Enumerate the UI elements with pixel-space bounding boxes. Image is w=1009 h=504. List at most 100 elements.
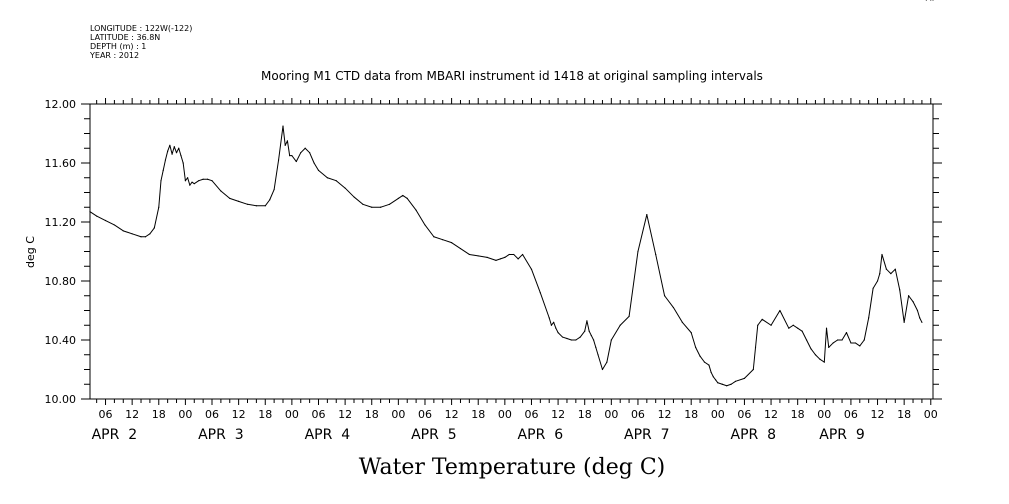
y-tick-label: 12.00 <box>45 98 77 111</box>
x-day-label: APR 5 <box>411 427 457 443</box>
data-point <box>592 339 595 341</box>
meta-depth: DEPTH (m) : 1 <box>90 42 146 51</box>
data-point <box>695 346 697 348</box>
y-tick-label: 11.20 <box>45 216 77 229</box>
data-point <box>588 330 590 332</box>
data-point <box>655 253 657 256</box>
x-tick-label: 12 <box>445 408 459 421</box>
data-point <box>96 215 98 217</box>
data-point <box>548 317 550 319</box>
x-tick-label: 06 <box>418 408 432 421</box>
data-point <box>752 368 754 371</box>
data-point <box>894 268 896 270</box>
metadata-block: LONGITUDE : 122W(-122) LATITUDE : 36.8N … <box>89 24 192 60</box>
data-point <box>754 346 757 348</box>
data-point <box>854 342 856 344</box>
data-point <box>277 159 280 161</box>
data-point <box>499 258 502 260</box>
x-day-label: APR 3 <box>198 427 244 443</box>
x-tick-label: 06 <box>737 408 751 421</box>
data-point <box>637 250 639 253</box>
data-point <box>814 354 817 356</box>
data-point <box>879 273 881 275</box>
data-point <box>175 152 178 154</box>
data-point <box>597 354 599 356</box>
x-tick-label: 06 <box>524 408 538 421</box>
data-point <box>819 358 821 360</box>
data-point <box>309 152 311 154</box>
data-point <box>921 321 923 323</box>
data-point <box>198 180 200 182</box>
x-day-label: APR 7 <box>624 427 670 443</box>
data-point <box>158 206 160 208</box>
x-tick-label: 12 <box>338 408 352 421</box>
data-point <box>202 178 204 180</box>
data-point <box>284 144 286 146</box>
meta-year: YEAR : 2012 <box>89 51 139 60</box>
data-point <box>122 230 124 232</box>
meta-latitude: LATITUDE : 36.8N <box>90 33 160 42</box>
data-point <box>734 380 737 382</box>
data-point <box>708 364 710 366</box>
data-point <box>841 339 843 341</box>
data-point <box>206 178 209 180</box>
data-point <box>903 321 905 323</box>
x-tick-label: 18 <box>471 408 485 421</box>
data-point <box>672 306 675 309</box>
data-point <box>153 227 155 229</box>
data-point <box>805 339 808 341</box>
data-point <box>850 342 852 344</box>
data-point <box>932 0 934 1</box>
data-point <box>561 336 564 338</box>
chart-title: Mooring M1 CTD data from MBARI instrumen… <box>261 69 763 83</box>
data-point <box>555 327 557 329</box>
data-point <box>289 155 291 157</box>
plot-frame <box>89 103 934 400</box>
data-point <box>908 295 910 297</box>
data-point <box>730 383 732 385</box>
x-tick-label: 06 <box>99 408 113 421</box>
x-tick-label: 12 <box>658 408 672 421</box>
data-point <box>424 224 426 226</box>
data-point <box>371 206 373 208</box>
data-point <box>925 0 927 1</box>
x-tick-label: 00 <box>498 408 512 421</box>
data-point <box>362 203 364 205</box>
x-day-label: APR 6 <box>518 427 564 443</box>
data-point <box>792 324 794 326</box>
data-point <box>353 196 355 198</box>
data-point <box>189 184 191 186</box>
data-point <box>610 339 612 341</box>
data-point <box>513 253 515 256</box>
data-point <box>180 155 182 157</box>
data-point <box>495 259 497 261</box>
data-point <box>530 268 533 270</box>
data-point <box>286 140 289 142</box>
x-tick-label: 18 <box>897 408 911 421</box>
data-point <box>579 336 581 338</box>
data-point <box>663 295 666 297</box>
data-point <box>171 153 173 155</box>
data-point <box>801 330 803 332</box>
data-point <box>837 339 839 341</box>
data-point <box>182 162 184 164</box>
data-point <box>220 190 222 192</box>
data-point <box>415 209 417 211</box>
data-point <box>313 162 315 164</box>
data-point <box>828 346 830 348</box>
data-point <box>442 239 444 241</box>
data-point <box>714 379 717 381</box>
x-day-label: APR 4 <box>305 427 351 443</box>
data-point <box>255 205 257 207</box>
data-point <box>797 327 799 329</box>
data-point <box>859 345 861 347</box>
data-point <box>167 150 169 152</box>
data-point <box>712 376 714 378</box>
data-point <box>845 332 848 334</box>
x-tick-label: 18 <box>791 408 805 421</box>
data-point <box>477 255 479 257</box>
data-point <box>726 385 728 387</box>
data-point <box>912 301 914 303</box>
data-point <box>779 309 781 312</box>
data-point <box>468 253 470 256</box>
